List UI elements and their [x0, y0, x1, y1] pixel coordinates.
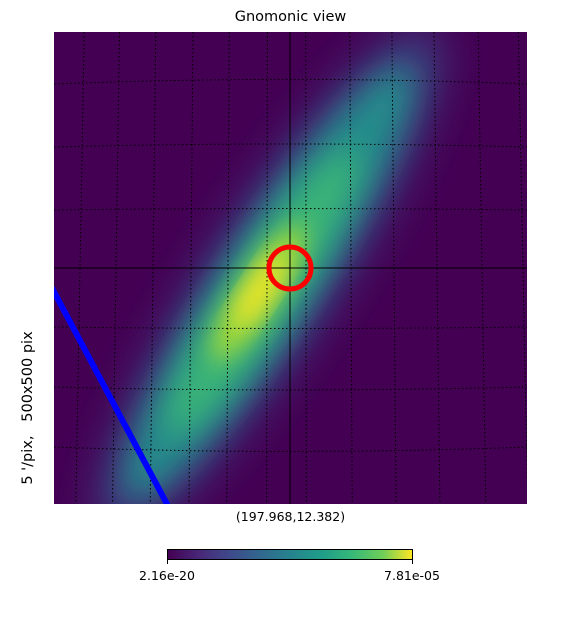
colorbar-min-label: 2.16e-20 [139, 568, 195, 583]
marker-line [54, 286, 171, 504]
intensity-band [97, 32, 441, 504]
gnomonic-map [54, 32, 527, 504]
colorbar-max-tick [412, 560, 413, 564]
marker-circle [266, 244, 314, 292]
chart-title: Gnomonic view [234, 9, 347, 25]
colorbar [167, 549, 413, 560]
center-coordinates-label: (197.968,12.382) [235, 509, 346, 524]
resolution-label: 5 '/pix, 500x500 pix [20, 331, 36, 485]
colorbar-min-tick [167, 560, 168, 564]
colorbar-max-label: 7.81e-05 [384, 568, 440, 583]
